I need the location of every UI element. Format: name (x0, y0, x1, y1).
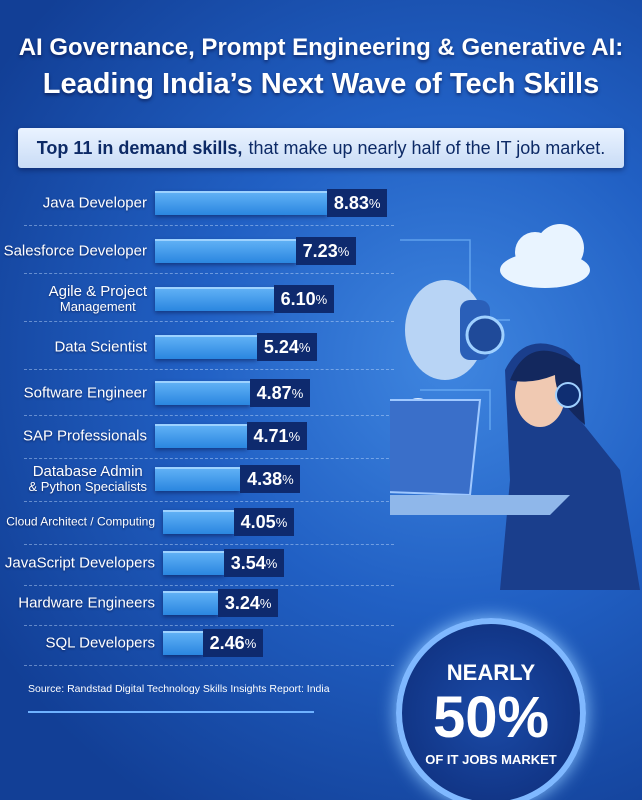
bar (163, 551, 225, 575)
bar-row: Database Admin & Python Specialists 4.38% (0, 458, 400, 500)
value-label: 6.10% (273, 285, 334, 313)
value-unit: % (337, 243, 350, 259)
cloud-icon (500, 224, 590, 288)
row-divider (24, 665, 394, 666)
value-label: 7.23% (295, 237, 356, 265)
value-number: 6.10 (280, 288, 316, 309)
value-label: 3.24% (218, 589, 279, 617)
illustration (390, 224, 640, 590)
value-label: 4.71% (246, 422, 307, 450)
row-divider (24, 369, 394, 370)
value-label: 5.24% (257, 333, 318, 361)
subtitle-banner: Top 11 in demand skills, that make up ne… (18, 128, 624, 168)
value-unit: % (259, 595, 272, 611)
bar (155, 467, 241, 491)
badge-line-2: 50% (432, 685, 550, 750)
value-label: 4.38% (240, 465, 301, 493)
value-number: 4.05 (240, 511, 276, 532)
row-divider (24, 625, 394, 626)
bar-row: Software Engineer 4.87% (0, 372, 400, 414)
category-label: Java Developer (42, 194, 147, 212)
subtitle-rest: that make up nearly half of the IT job m… (248, 137, 606, 158)
row-divider (24, 321, 394, 322)
value-label: 3.54% (224, 549, 285, 577)
row-divider (24, 273, 394, 274)
value-number: 8.83 (333, 192, 369, 213)
category-label: Cloud Architect / Computing (6, 514, 155, 529)
value-label: 8.83% (327, 189, 388, 217)
row-divider (24, 458, 394, 459)
value-number: 2.46 (209, 632, 245, 653)
value-unit: % (368, 195, 381, 211)
category-label: Data Scientist (54, 338, 147, 356)
value-unit: % (288, 428, 301, 444)
person-illustration (500, 343, 640, 590)
bar-row: SQL Developers 2.46% (0, 622, 400, 664)
bar (155, 191, 328, 215)
bar-row: JavaScript Developers 3.54% (0, 542, 400, 584)
value-unit: % (275, 514, 288, 530)
value-number: 7.23 (302, 240, 338, 261)
category-label: JavaScript Developers (4, 554, 155, 572)
value-unit: % (244, 635, 257, 651)
row-divider (24, 415, 394, 416)
bar (155, 287, 274, 311)
value-unit: % (298, 339, 311, 355)
bar (155, 381, 250, 405)
bar-row: Cloud Architect / Computing 4.05% (0, 501, 400, 543)
value-number: 4.71 (253, 425, 289, 446)
category-label: Salesforce Developer (3, 242, 147, 260)
bar (163, 631, 203, 655)
value-unit: % (265, 555, 278, 571)
row-divider (24, 585, 394, 586)
bar (155, 424, 247, 448)
category-label: Database Admin & Python Specialists (28, 463, 147, 494)
bar-row: Java Developer 8.83% (0, 182, 400, 224)
bar-row: Data Scientist 5.24% (0, 326, 400, 368)
bar (163, 510, 234, 534)
title-line-1: AI Governance, Prompt Engineering & Gene… (18, 34, 624, 61)
row-divider (24, 501, 394, 502)
value-unit: % (315, 291, 328, 307)
nearly-50-percent-badge: NEARLY 50% OF IT JOBS MARKET (396, 618, 586, 800)
source-note: Source: Randstad Digital Technology Skil… (28, 683, 330, 695)
laptop-icon (390, 399, 570, 515)
bar (163, 591, 219, 615)
category-label: SQL Developers (45, 634, 156, 652)
bar (155, 335, 258, 359)
row-divider (24, 225, 394, 226)
category-label: Software Engineer (23, 384, 147, 402)
value-unit: % (282, 471, 294, 487)
value-number: 3.54 (230, 552, 266, 573)
value-number: 5.24 (263, 336, 299, 357)
value-number: 4.38 (247, 468, 283, 489)
value-number: 4.87 (256, 382, 292, 403)
category-label: Agile & Project Management (48, 283, 147, 314)
robot-head-icon (405, 280, 505, 380)
category-label: SAP Professionals (23, 427, 147, 445)
bar-row: Hardware Engineers 3.24% (0, 582, 400, 624)
badge-line-3: OF IT JOBS MARKET (425, 752, 557, 767)
value-unit: % (291, 385, 304, 401)
divider (28, 711, 314, 713)
value-label: 4.87% (249, 379, 310, 407)
category-label: Hardware Engineers (18, 594, 155, 612)
value-label: 4.05% (233, 508, 294, 536)
bar (155, 239, 296, 263)
value-label: 2.46% (202, 629, 263, 657)
value-number: 3.24 (224, 592, 260, 613)
title-line-2: Leading India’s Next Wave of Tech Skills (42, 68, 600, 100)
subtitle-bold: Top 11 in demand skills, (36, 137, 243, 158)
bar-row: Agile & Project Management 6.10% (0, 278, 400, 320)
row-divider (24, 544, 394, 545)
bar-row: SAP Professionals 4.71% (0, 415, 400, 457)
badge-line-1: NEARLY (446, 660, 536, 685)
bar-row: Salesforce Developer 7.23% (0, 230, 400, 272)
